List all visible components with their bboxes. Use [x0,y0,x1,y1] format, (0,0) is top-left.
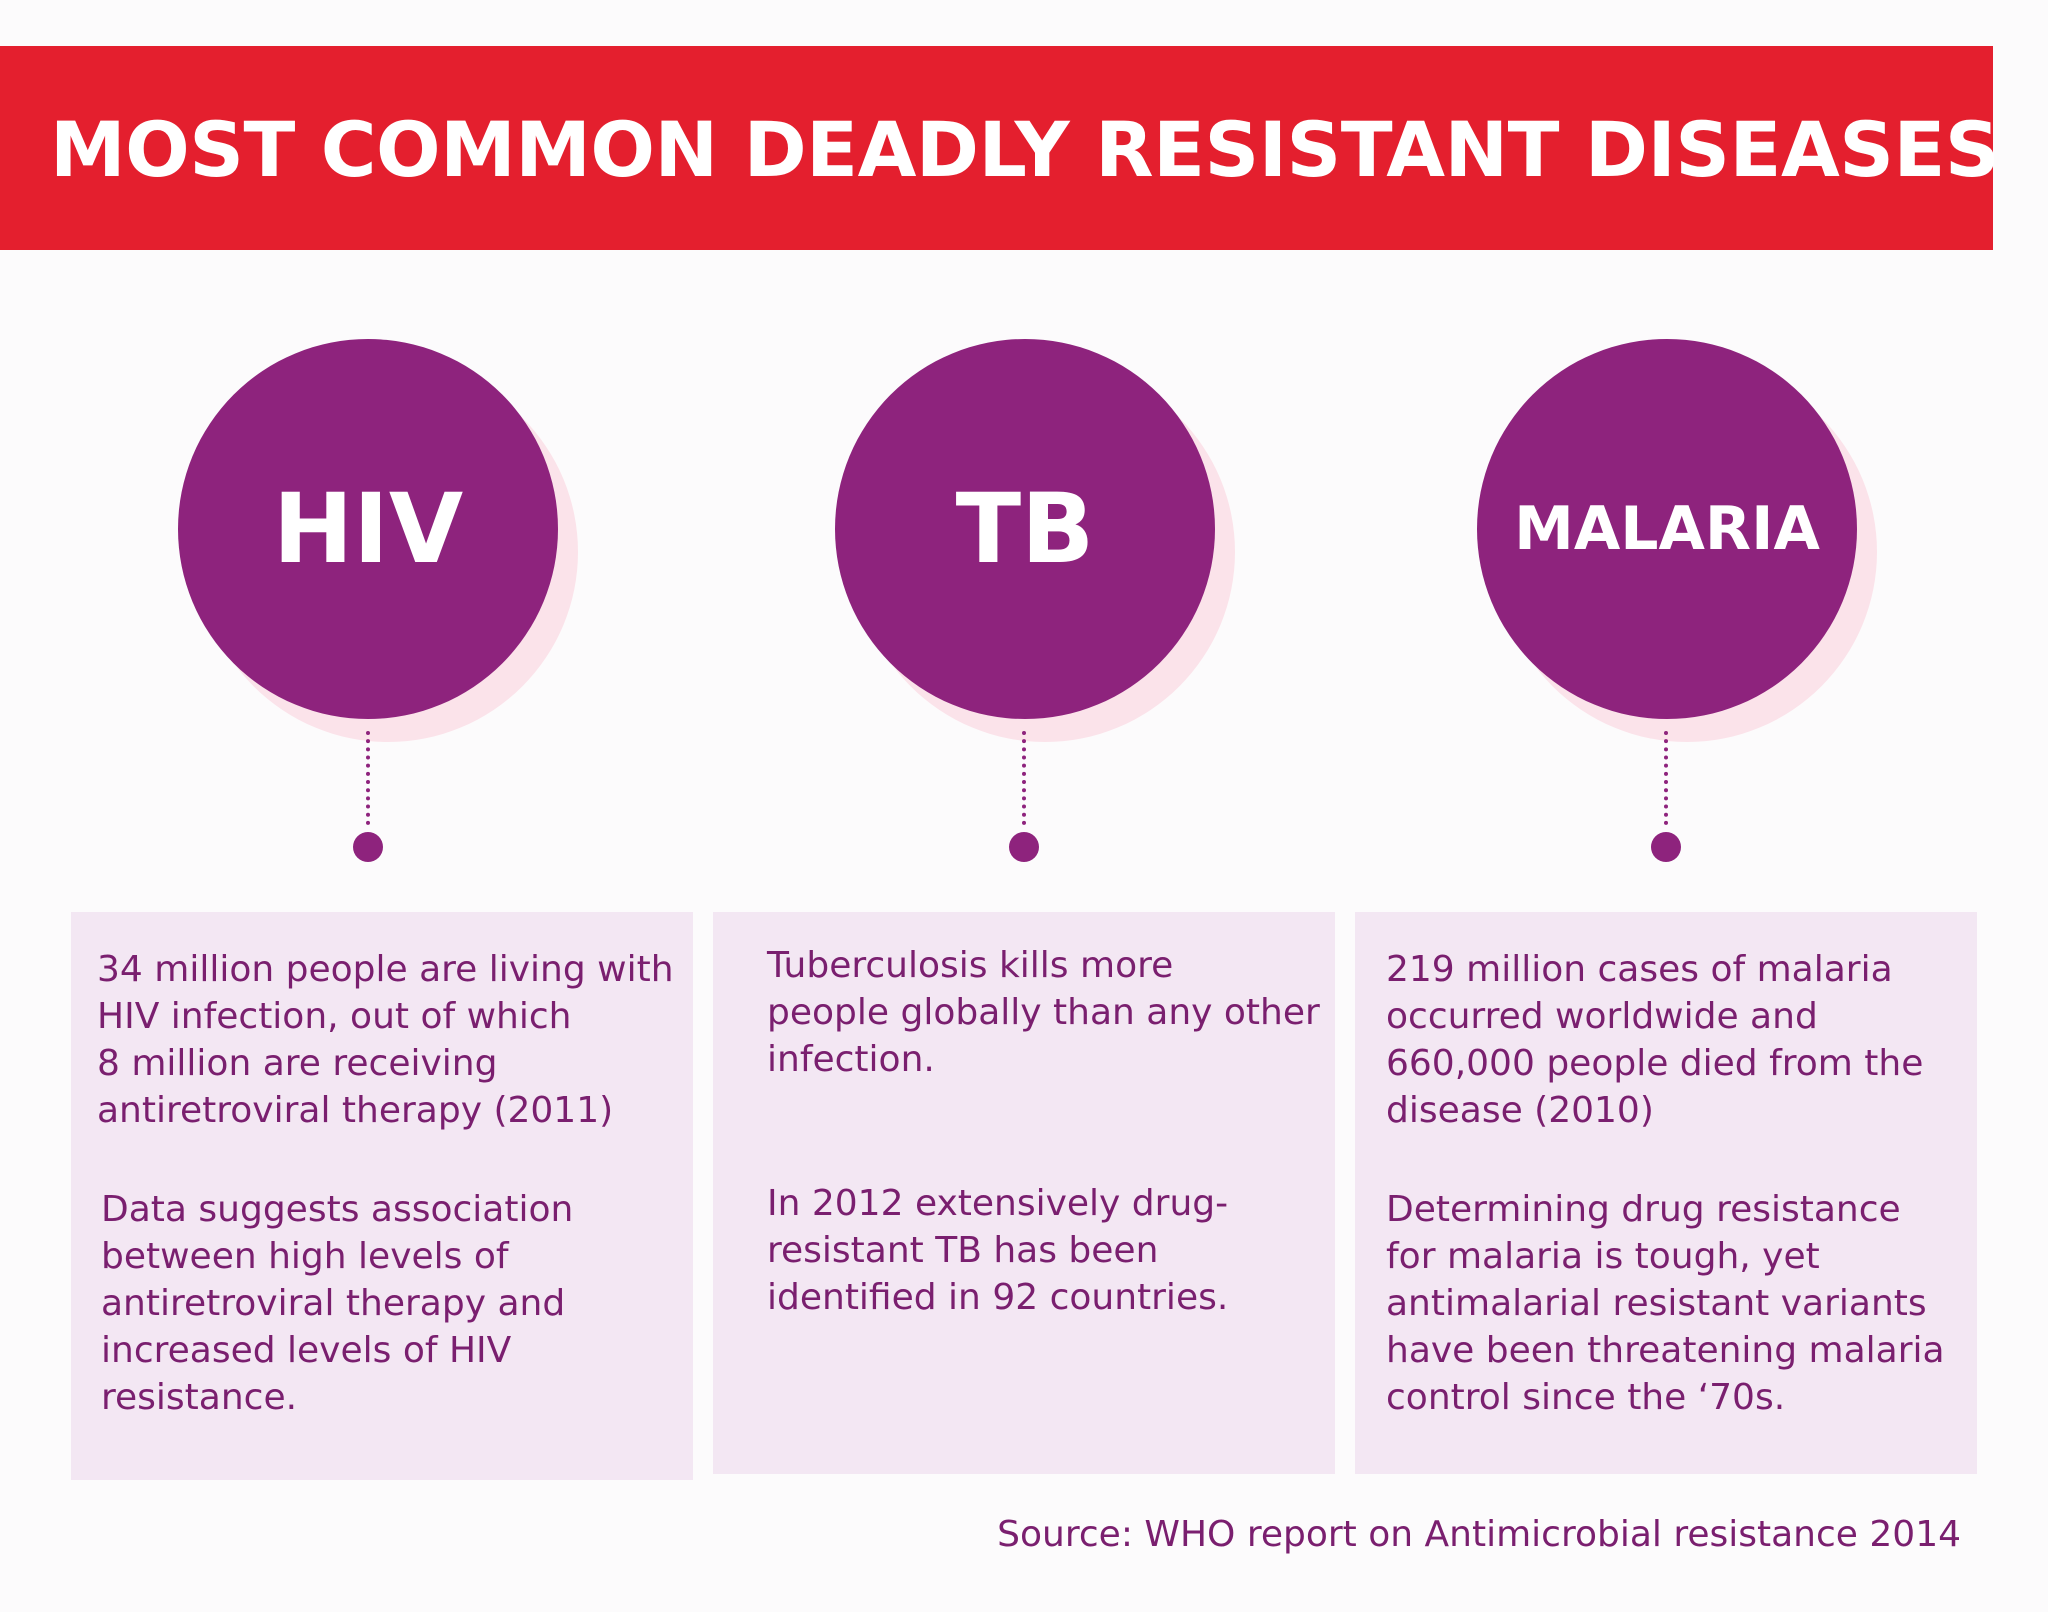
malaria-circle: MALARIA [1477,339,1857,719]
tb-fact-2: In 2012 extensively drug- resistant TB h… [767,1183,1229,1318]
malaria-fact-2: Determining drug resistance for malaria … [1386,1189,1945,1418]
malaria-label: MALARIA [1514,494,1820,564]
hiv-card [71,912,693,1480]
hiv-circle: HIV [178,339,558,719]
tb-card [713,912,1335,1474]
malaria-fact-1: 219 million cases of malaria occurred wo… [1386,949,1924,1131]
hiv-fact-1: 34 million people are living with HIV in… [97,949,674,1131]
tb-circle: TB [835,339,1215,719]
page-title: MOST COMMON DEADLY RESISTANT DISEASES [50,105,2000,194]
hiv-label: HIV [272,473,464,585]
tb-connector-line [1022,731,1026,825]
malaria-card [1355,912,1977,1474]
tb-connector-dot [1009,832,1039,862]
hiv-connector-dot [353,832,383,862]
hiv-connector-line [366,731,370,825]
title-banner [0,46,1993,250]
malaria-connector-dot [1651,832,1681,862]
tb-label: TB [955,473,1095,585]
malaria-connector-line [1664,731,1668,825]
source-citation: Source: WHO report on Antimicrobial resi… [997,1514,1961,1555]
tb-fact-1: Tuberculosis kills more people globally … [767,945,1320,1080]
hiv-fact-2: Data suggests association between high l… [101,1189,574,1418]
